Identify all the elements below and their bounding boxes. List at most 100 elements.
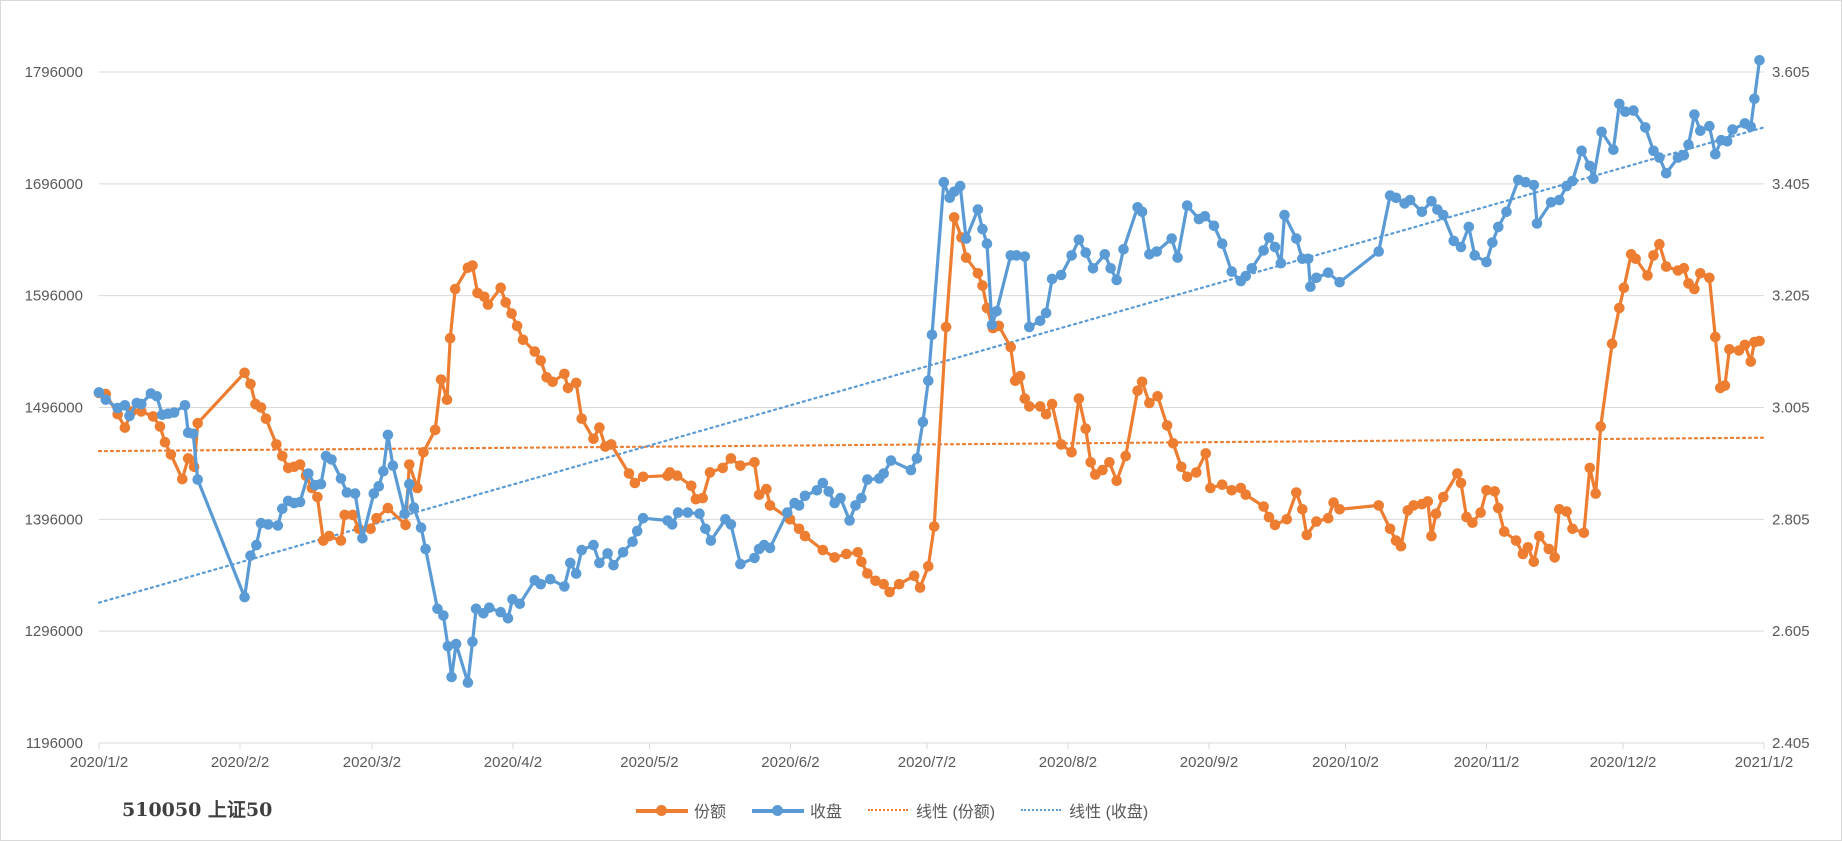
- data-point-close: [1373, 246, 1384, 257]
- data-point-share: [441, 394, 453, 406]
- data-point-share: [1055, 439, 1067, 450]
- data-point-close: [1584, 160, 1596, 172]
- data-point-close: [446, 671, 457, 683]
- data-point-close: [960, 233, 972, 244]
- legend-item-share-trend: 线性 (份额): [868, 798, 995, 822]
- data-point-share: [500, 297, 512, 308]
- data-point-close: [1481, 256, 1492, 268]
- legend-swatch-close-trend: [1021, 800, 1063, 820]
- legend-label-close-trend: 线性 (收盘): [1069, 804, 1149, 821]
- data-point-share: [404, 459, 415, 470]
- data-point-share: [1549, 552, 1560, 563]
- data-point-close: [637, 512, 649, 524]
- data-point-share: [1152, 391, 1163, 402]
- legend-label-share-trend: 线性 (份额): [916, 804, 996, 821]
- data-point-share: [1311, 516, 1322, 527]
- data-point-close: [1654, 152, 1665, 163]
- data-point-close: [1105, 263, 1116, 274]
- data-point-share: [1200, 448, 1212, 459]
- data-point-close: [1588, 173, 1599, 185]
- data-point-close: [1426, 195, 1437, 207]
- data-point-share: [1739, 339, 1751, 351]
- data-point-share: [570, 377, 582, 389]
- data-point-close: [1754, 55, 1765, 66]
- data-point-close: [1710, 148, 1721, 160]
- data-point-share: [1161, 420, 1173, 431]
- data-point-share: [1014, 370, 1026, 382]
- legend-item-share: 份额: [636, 798, 726, 822]
- data-point-share: [1467, 517, 1478, 528]
- data-point-share: [1373, 500, 1384, 511]
- legend-swatch-close: [752, 800, 805, 820]
- data-point-share: [562, 382, 574, 394]
- data-point-close: [977, 223, 988, 235]
- data-point-share: [1695, 268, 1706, 279]
- data-point-close: [467, 636, 478, 648]
- data-point-close: [576, 544, 587, 556]
- data-point-close: [1528, 179, 1540, 191]
- data-point-share: [1660, 261, 1672, 272]
- data-point-share: [559, 368, 570, 380]
- data-point-close: [187, 428, 199, 440]
- data-point-close: [1322, 267, 1334, 279]
- data-point-close: [1151, 246, 1162, 257]
- data-point-share: [972, 268, 984, 279]
- data-point-close: [1269, 241, 1281, 253]
- y-left-tick-label: 1296000: [25, 623, 83, 640]
- data-point-close: [1099, 249, 1111, 260]
- data-point-close: [277, 503, 288, 514]
- data-point-close: [725, 519, 737, 530]
- data-point-share: [940, 321, 952, 333]
- data-point-share: [1066, 446, 1077, 458]
- data-point-close: [938, 176, 950, 188]
- data-point-close: [1136, 206, 1148, 218]
- data-point-share: [1216, 479, 1228, 491]
- data-point-close: [315, 478, 327, 490]
- data-point-share: [884, 586, 895, 598]
- data-point-close: [119, 400, 131, 411]
- chart-title: 510050 上证50: [122, 799, 273, 821]
- data-point-close: [535, 578, 546, 590]
- data-point-close: [885, 455, 897, 466]
- data-point-close: [1678, 150, 1690, 161]
- x-tick-label: 2021/1/2: [1735, 754, 1793, 771]
- data-point-share: [1408, 500, 1419, 511]
- data-point-close: [192, 474, 203, 485]
- data-point-share: [382, 502, 394, 514]
- data-point-share: [1724, 344, 1735, 355]
- data-point-share: [165, 449, 177, 460]
- data-point-share: [1085, 457, 1096, 468]
- data-point-share: [1240, 489, 1252, 501]
- data-point-close: [1087, 263, 1099, 274]
- data-point-share: [365, 523, 376, 535]
- data-point-close: [272, 520, 284, 531]
- data-point-share: [1144, 397, 1155, 409]
- data-point-share: [1395, 540, 1407, 552]
- data-point-close: [823, 486, 834, 497]
- data-point-share: [704, 467, 716, 478]
- data-point-close: [168, 407, 180, 418]
- data-point-share: [119, 422, 131, 433]
- x-tick-label: 2020/8/2: [1039, 754, 1097, 771]
- data-point-close: [926, 329, 938, 341]
- data-point-close: [545, 573, 556, 585]
- data-point-share: [1584, 462, 1596, 474]
- data-point-share: [629, 477, 641, 489]
- data-point-share: [1642, 270, 1653, 281]
- y-left-tick-label: 1396000: [25, 511, 83, 528]
- data-point-share: [547, 376, 558, 388]
- data-point-close: [1019, 251, 1031, 262]
- data-point-close: [382, 429, 394, 441]
- data-point-share: [1606, 338, 1618, 350]
- data-point-close: [262, 519, 274, 530]
- data-point-close: [239, 591, 250, 603]
- data-point-share: [735, 460, 746, 472]
- data-point-share: [623, 468, 635, 479]
- y-right-tick-label: 3.005: [1772, 400, 1810, 417]
- data-point-share: [1595, 421, 1606, 432]
- data-point-close: [1311, 272, 1322, 284]
- data-point-share: [1384, 523, 1396, 535]
- data-point-share: [637, 471, 649, 483]
- legend: 份额 收盘 线性 (份额) 线性 (收盘): [636, 798, 1148, 822]
- y-right-tick-label: 3.605: [1772, 64, 1810, 81]
